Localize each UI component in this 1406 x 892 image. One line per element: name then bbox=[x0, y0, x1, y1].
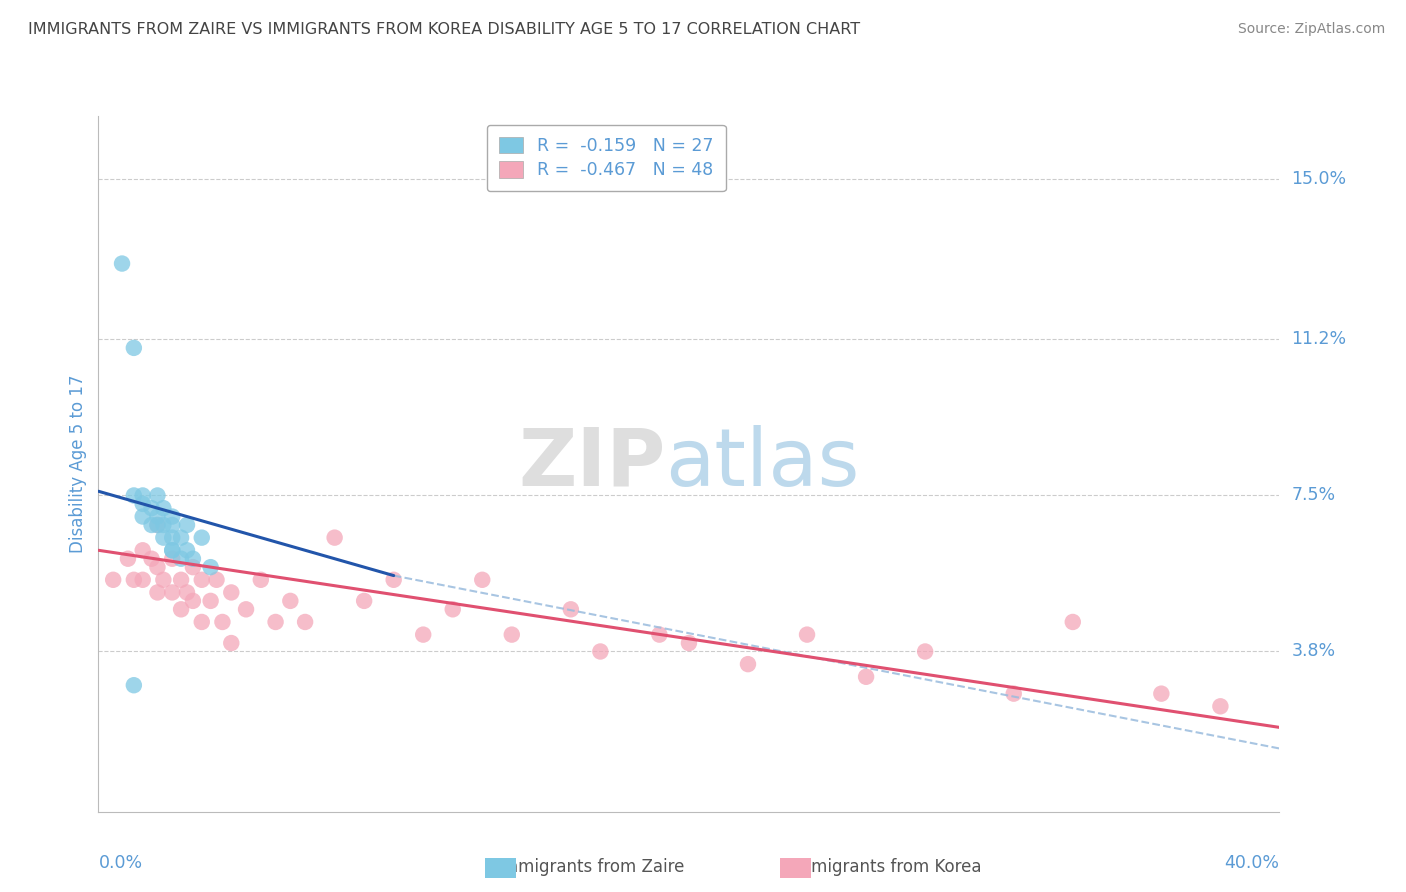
Point bbox=[132, 573, 155, 587]
Text: 40.0%: 40.0% bbox=[1225, 854, 1279, 871]
Point bbox=[501, 627, 523, 641]
Point bbox=[132, 488, 155, 502]
Point bbox=[146, 585, 169, 599]
Point bbox=[191, 573, 214, 587]
Point bbox=[235, 602, 257, 616]
Point bbox=[146, 488, 169, 502]
Point bbox=[122, 341, 145, 355]
Point bbox=[162, 531, 183, 545]
Text: 3.8%: 3.8% bbox=[1291, 642, 1336, 660]
Point bbox=[152, 501, 174, 516]
Point bbox=[162, 585, 183, 599]
Point bbox=[250, 573, 273, 587]
Point bbox=[132, 497, 155, 511]
Point bbox=[441, 602, 464, 616]
Point bbox=[122, 573, 145, 587]
Point bbox=[152, 573, 174, 587]
Point bbox=[111, 256, 134, 270]
Point bbox=[412, 627, 434, 641]
Point bbox=[122, 678, 145, 692]
Point bbox=[200, 594, 222, 608]
Point bbox=[181, 560, 204, 574]
Point bbox=[855, 670, 877, 684]
Point bbox=[211, 615, 233, 629]
Text: Source: ZipAtlas.com: Source: ZipAtlas.com bbox=[1237, 22, 1385, 37]
Point bbox=[191, 615, 214, 629]
Point bbox=[162, 543, 183, 558]
Point bbox=[1002, 687, 1025, 701]
Point bbox=[152, 518, 174, 533]
Point bbox=[560, 602, 582, 616]
Text: Immigrants from Zaire: Immigrants from Zaire bbox=[496, 858, 685, 876]
Point bbox=[1209, 699, 1232, 714]
Point bbox=[162, 543, 183, 558]
Legend: R =  -0.159   N = 27, R =  -0.467   N = 48: R = -0.159 N = 27, R = -0.467 N = 48 bbox=[486, 125, 725, 192]
Point bbox=[152, 531, 174, 545]
Point bbox=[146, 560, 169, 574]
Point bbox=[200, 560, 222, 574]
Point bbox=[162, 518, 183, 533]
Point bbox=[382, 573, 405, 587]
Text: 0.0%: 0.0% bbox=[98, 854, 142, 871]
Point bbox=[471, 573, 494, 587]
Point bbox=[191, 531, 214, 545]
Point bbox=[353, 594, 375, 608]
Text: 7.5%: 7.5% bbox=[1291, 486, 1336, 505]
Point bbox=[294, 615, 316, 629]
Text: 15.0%: 15.0% bbox=[1291, 170, 1347, 188]
Point bbox=[170, 573, 193, 587]
Point bbox=[1062, 615, 1084, 629]
Point bbox=[132, 509, 155, 524]
Point bbox=[176, 518, 198, 533]
Point bbox=[176, 585, 198, 599]
Point bbox=[141, 518, 163, 533]
Text: IMMIGRANTS FROM ZAIRE VS IMMIGRANTS FROM KOREA DISABILITY AGE 5 TO 17 CORRELATIO: IMMIGRANTS FROM ZAIRE VS IMMIGRANTS FROM… bbox=[28, 22, 860, 37]
Point bbox=[170, 602, 193, 616]
Text: atlas: atlas bbox=[665, 425, 859, 503]
Point bbox=[205, 573, 228, 587]
Point bbox=[796, 627, 818, 641]
Point bbox=[162, 509, 183, 524]
Point bbox=[1150, 687, 1173, 701]
Point bbox=[117, 551, 139, 566]
Point bbox=[278, 594, 302, 608]
Point bbox=[589, 644, 612, 658]
Point bbox=[162, 551, 183, 566]
Y-axis label: Disability Age 5 to 17: Disability Age 5 to 17 bbox=[69, 375, 87, 553]
Text: 11.2%: 11.2% bbox=[1291, 330, 1347, 349]
Point bbox=[648, 627, 671, 641]
Text: Immigrants from Korea: Immigrants from Korea bbox=[790, 858, 981, 876]
Point bbox=[122, 488, 145, 502]
Point bbox=[737, 657, 759, 672]
Point bbox=[141, 501, 163, 516]
Point bbox=[146, 509, 169, 524]
Point bbox=[219, 585, 242, 599]
Point bbox=[181, 551, 204, 566]
Point bbox=[264, 615, 287, 629]
Point bbox=[914, 644, 936, 658]
Point bbox=[146, 518, 169, 533]
Point bbox=[132, 543, 155, 558]
Point bbox=[181, 594, 204, 608]
Point bbox=[103, 573, 125, 587]
Point bbox=[170, 551, 193, 566]
Point bbox=[219, 636, 242, 650]
Point bbox=[146, 518, 169, 533]
Text: ZIP: ZIP bbox=[517, 425, 665, 503]
Point bbox=[176, 543, 198, 558]
Point bbox=[170, 531, 193, 545]
Point bbox=[141, 551, 163, 566]
Point bbox=[323, 531, 346, 545]
Point bbox=[678, 636, 700, 650]
